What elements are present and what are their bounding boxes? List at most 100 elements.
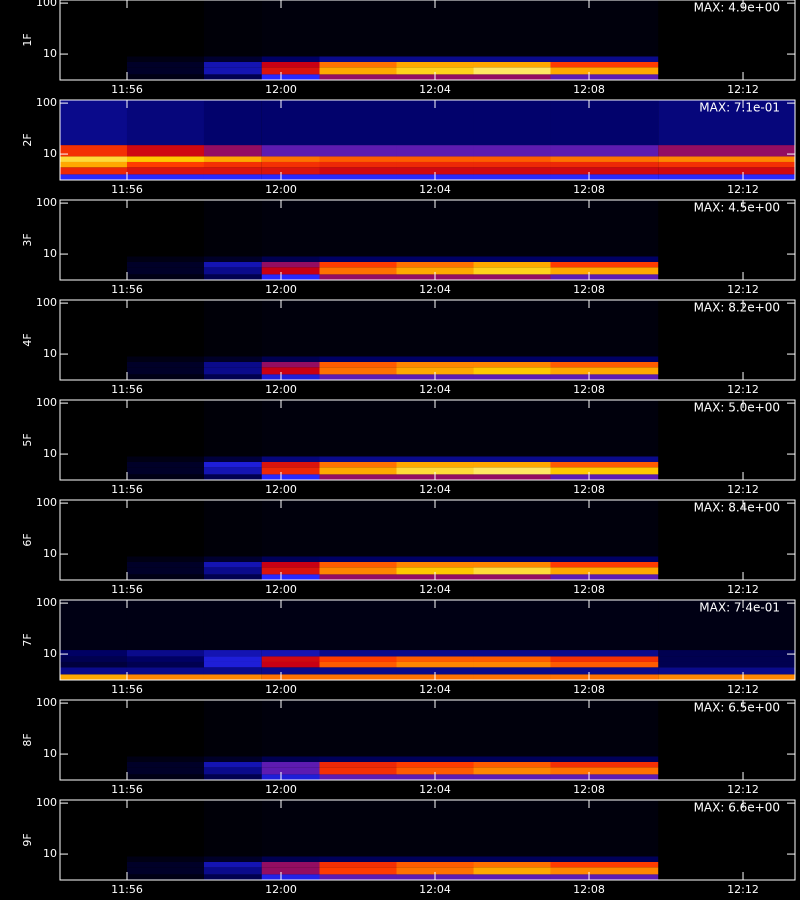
heat-cell bbox=[396, 461, 474, 468]
heat-cell bbox=[550, 156, 659, 162]
heat-cell bbox=[473, 400, 551, 457]
heat-cell bbox=[473, 0, 551, 57]
heat-cell bbox=[60, 67, 127, 75]
heat-cell bbox=[203, 561, 262, 568]
x-tick-label: 11:56 bbox=[111, 383, 143, 396]
heat-cell bbox=[126, 456, 204, 462]
x-tick-label: 12:00 bbox=[265, 483, 297, 496]
heat-cell bbox=[550, 656, 659, 662]
heat-cell bbox=[396, 67, 474, 75]
heat-cell bbox=[203, 361, 262, 368]
heat-cell bbox=[319, 56, 397, 62]
heat-cell bbox=[203, 800, 262, 857]
heat-cell bbox=[319, 400, 397, 457]
heat-cell bbox=[203, 467, 262, 475]
heat-cell bbox=[261, 456, 320, 462]
heat-cell bbox=[396, 267, 474, 275]
heat-cell bbox=[319, 756, 397, 762]
x-tick-label: 12:08 bbox=[573, 83, 605, 96]
y-tick-label: 10 bbox=[43, 147, 57, 160]
max-annotation: MAX: 8.2e+00 bbox=[694, 301, 780, 315]
x-tick-label: 12:00 bbox=[265, 583, 297, 596]
heat-cell bbox=[473, 867, 551, 875]
heat-cell bbox=[60, 756, 127, 762]
heat-cell bbox=[396, 300, 474, 357]
plot-frame bbox=[59, 499, 796, 581]
heat-cell bbox=[396, 600, 474, 651]
heat-cell bbox=[396, 0, 474, 57]
y-tick-label: 100 bbox=[36, 96, 57, 109]
plot-frame bbox=[59, 299, 796, 381]
heat-cell bbox=[261, 650, 320, 657]
heat-cell bbox=[60, 74, 127, 80]
heat-cell bbox=[658, 300, 795, 357]
heat-cell bbox=[261, 574, 320, 580]
heat-cell bbox=[203, 267, 262, 275]
heat-cell bbox=[203, 367, 262, 375]
heat-cell bbox=[319, 474, 397, 480]
heat-cell bbox=[319, 256, 397, 262]
heat-cell bbox=[261, 156, 320, 162]
heat-cell bbox=[319, 556, 397, 562]
heat-cell bbox=[60, 650, 127, 657]
heat-cell bbox=[658, 145, 795, 157]
heat-cell bbox=[126, 74, 204, 80]
heat-cell bbox=[319, 167, 397, 175]
heat-cell bbox=[60, 556, 127, 562]
heat-cell bbox=[261, 400, 320, 457]
y-axis-label: 8F bbox=[21, 733, 34, 746]
heat-cell bbox=[473, 774, 551, 780]
heat-cell bbox=[473, 574, 551, 580]
heat-cell bbox=[473, 267, 551, 275]
x-tick-label: 12:12 bbox=[727, 783, 759, 796]
heat-cell bbox=[261, 661, 320, 668]
heat-cell bbox=[126, 56, 204, 62]
heat-cell bbox=[658, 761, 795, 768]
heat-cell bbox=[396, 661, 474, 668]
heat-cell bbox=[203, 145, 262, 157]
heat-cell bbox=[261, 867, 320, 875]
heat-cell bbox=[60, 161, 127, 168]
heat-cell bbox=[261, 874, 320, 880]
heat-cell bbox=[126, 500, 204, 557]
heat-cell bbox=[550, 456, 659, 462]
heat-cell bbox=[550, 56, 659, 62]
heat-cell bbox=[550, 361, 659, 368]
heat-cell bbox=[658, 74, 795, 80]
heat-cell bbox=[126, 767, 204, 775]
heat-cell bbox=[126, 67, 204, 75]
x-tick-label: 12:00 bbox=[265, 683, 297, 696]
heat-cell bbox=[203, 374, 262, 380]
heat-cell bbox=[658, 256, 795, 262]
heat-cell bbox=[550, 661, 659, 668]
heat-cell bbox=[261, 474, 320, 480]
heat-cell bbox=[473, 74, 551, 80]
heat-cell bbox=[60, 761, 127, 768]
heat-cell bbox=[261, 367, 320, 375]
heat-cell bbox=[60, 467, 127, 475]
heat-cell bbox=[60, 656, 127, 662]
heat-cell bbox=[60, 774, 127, 780]
heat-cell bbox=[261, 561, 320, 568]
heat-cell bbox=[203, 700, 262, 757]
heat-cell bbox=[261, 261, 320, 268]
heat-cell bbox=[319, 661, 397, 668]
heat-cell bbox=[319, 674, 397, 680]
heat-cell bbox=[473, 861, 551, 868]
y-tick-label: 10 bbox=[43, 347, 57, 360]
heat-cell bbox=[396, 61, 474, 68]
heat-cell bbox=[60, 667, 127, 675]
heat-cell bbox=[319, 161, 397, 168]
heat-cell bbox=[550, 356, 659, 362]
heat-cell bbox=[658, 374, 795, 380]
heat-cell bbox=[473, 800, 551, 857]
heat-cell bbox=[396, 650, 474, 657]
heat-cell bbox=[203, 556, 262, 562]
heat-cell bbox=[203, 0, 262, 57]
heat-cell bbox=[473, 700, 551, 757]
panel: 10 100 11:56 12:00 12:04 12:08 12:12 1F MAX: 4.9… bbox=[21, 0, 796, 96]
heat-cell bbox=[60, 561, 127, 568]
heat-cell bbox=[550, 100, 659, 146]
heat-cell bbox=[319, 374, 397, 380]
y-axis-label: 4F bbox=[21, 333, 34, 346]
